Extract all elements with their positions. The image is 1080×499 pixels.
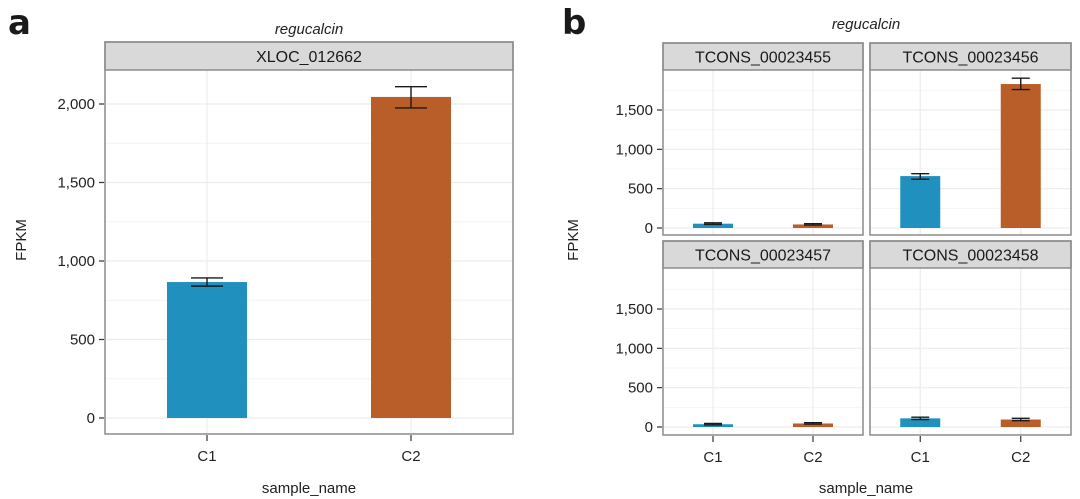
y-tick-label: 0 [645,419,653,436]
panel-border [104,41,514,435]
facet-strip-label: TCONS_00023457 [695,248,831,265]
facet-strip-label: TCONS_00023455 [695,50,831,67]
bar-c2 [1000,419,1041,427]
panel-b-title: regucalcin [832,16,900,33]
y-tick-label: 1,500 [615,301,653,318]
plot-background [663,70,863,235]
plot-background [870,268,1071,435]
y-tick-label: 1,500 [615,102,653,119]
facet-strip-label: TCONS_00023458 [902,248,1038,265]
bar-c1 [693,424,733,427]
bar-c2 [793,423,833,427]
x-tick-label: C2 [401,448,420,465]
bar-c1 [693,223,733,228]
plot-background [105,70,513,434]
x-tick-label: C1 [911,449,930,466]
y-tick-label: 1,500 [57,175,95,192]
panel-b-ylabel: FPKM [565,219,582,261]
panel-a-title: regucalcin [275,21,343,38]
facet-strip [869,42,1072,71]
y-tick-label: 1,000 [57,253,95,270]
panel-border [869,42,1072,236]
bar-c2 [1000,84,1041,228]
y-tick-label: 0 [87,410,95,427]
panel-border [869,240,1072,436]
bar-c1 [167,282,247,418]
panel-label-a: a [8,3,31,43]
panel-border [662,42,864,236]
y-tick-label: 2,000 [57,96,95,113]
facet-strip [662,42,864,71]
facet-strip-label: TCONS_00023456 [902,50,1038,67]
bar-c2 [793,224,833,228]
chart-marks: XLOC_012662 0 500 1,000 1,500 2,000 C1 C2 TCONS_… [57,41,1072,466]
x-tick-label: C1 [703,449,722,466]
x-tick-label: C2 [1011,449,1030,466]
x-tick-label: C2 [803,449,822,466]
y-tick-label: 500 [70,332,95,349]
facet-strip-label: XLOC_012662 [256,49,362,66]
panel-border [662,240,864,436]
plot-background [663,268,863,435]
facet-strip [104,41,514,71]
x-tick-label: C1 [197,448,216,465]
y-tick-label: 1,000 [615,141,653,158]
panel-a-xlabel: sample_name [262,480,356,497]
bar-c2 [371,96,451,418]
y-tick-label: 500 [628,380,653,397]
panel-b-xlabel: sample_name [819,480,913,497]
panel-a-ylabel: FPKM [13,219,30,261]
bar-c1 [900,418,941,427]
y-tick-label: 1,000 [615,340,653,357]
bar-c1 [900,176,941,228]
plot-background [870,70,1071,235]
y-tick-label: 500 [628,181,653,198]
y-tick-label: 0 [645,220,653,237]
panel-label-b: b [562,3,586,43]
